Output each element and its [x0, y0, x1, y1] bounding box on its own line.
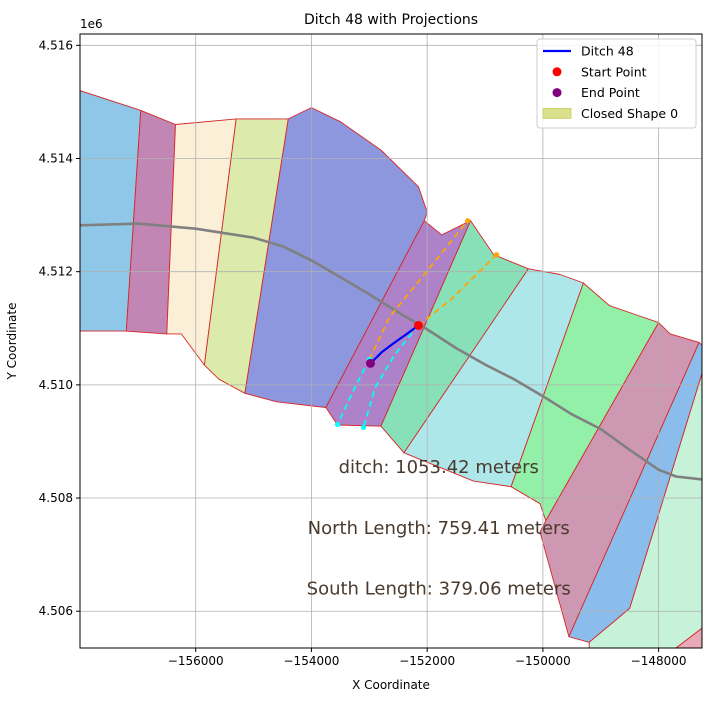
legend-label-0: Ditch 48 — [581, 44, 634, 59]
x-axis-label: X Coordinate — [352, 678, 430, 692]
y-tick-label-3: 4.512 — [39, 265, 73, 279]
y-tick-label-5: 4.516 — [39, 38, 73, 52]
projection-line-3 — [336, 358, 371, 425]
region-11 — [588, 373, 702, 648]
projection-line-1 — [417, 254, 498, 327]
ditch-line-0 — [369, 324, 420, 365]
projection-point-3-1 — [334, 421, 341, 428]
ticks-layer: −156000 −154000 −152000 −150000 −148000 4.506… — [39, 38, 687, 668]
end-point — [365, 358, 375, 368]
x-tick-label-2: −152000 — [399, 654, 455, 668]
x-tick-label-1: −154000 — [284, 654, 340, 668]
legend-swatch-1 — [552, 67, 562, 77]
centerline — [80, 222, 702, 481]
grid-layer — [80, 34, 702, 648]
legend-label-3: Closed Shape 0 — [581, 106, 678, 121]
x-tick-label-4: −148000 — [631, 654, 687, 668]
legend-label-1: Start Point — [581, 64, 647, 79]
y-tick-label-2: 4.510 — [39, 378, 73, 392]
projection-point-0-1 — [465, 218, 471, 224]
y-tick-label-1: 4.508 — [39, 491, 73, 505]
x-tick-label-0: −156000 — [168, 654, 224, 668]
projection-line-0 — [368, 220, 469, 360]
projection-point-2-1 — [360, 424, 367, 430]
legend-swatch-2 — [552, 88, 562, 98]
legend-box — [536, 38, 697, 129]
annotation-2: South Length: 379.06 meters — [307, 579, 571, 600]
y-tick-label-4: 4.514 — [39, 151, 73, 165]
annotation-layer: ditch: 1053.42 meters North Length: 759.4… — [307, 457, 571, 600]
projection-point-1-1 — [493, 252, 500, 258]
annotation-0: ditch: 1053.42 meters — [339, 457, 539, 478]
y-tick-label-0: 4.506 — [39, 604, 73, 618]
legend-swatch-3 — [542, 108, 572, 119]
lines-layer — [80, 218, 702, 481]
y-offset-label: 1e6 — [80, 17, 103, 31]
annotation-1: North Length: 759.41 meters — [308, 518, 570, 539]
y-axis-label: Y Coordinate — [5, 303, 19, 381]
regions-layer — [80, 90, 702, 648]
chart-title: Ditch 48 with Projections — [304, 12, 478, 28]
legend: Ditch 48 Start Point End Point Closed Shape… — [536, 38, 697, 129]
region-2 — [166, 118, 237, 366]
plot-frame — [79, 33, 703, 649]
legend-label-2: End Point — [581, 85, 640, 100]
region-3 — [203, 118, 289, 394]
start-point — [413, 320, 423, 330]
x-tick-label-3: −150000 — [515, 654, 571, 668]
region-12 — [675, 627, 702, 648]
